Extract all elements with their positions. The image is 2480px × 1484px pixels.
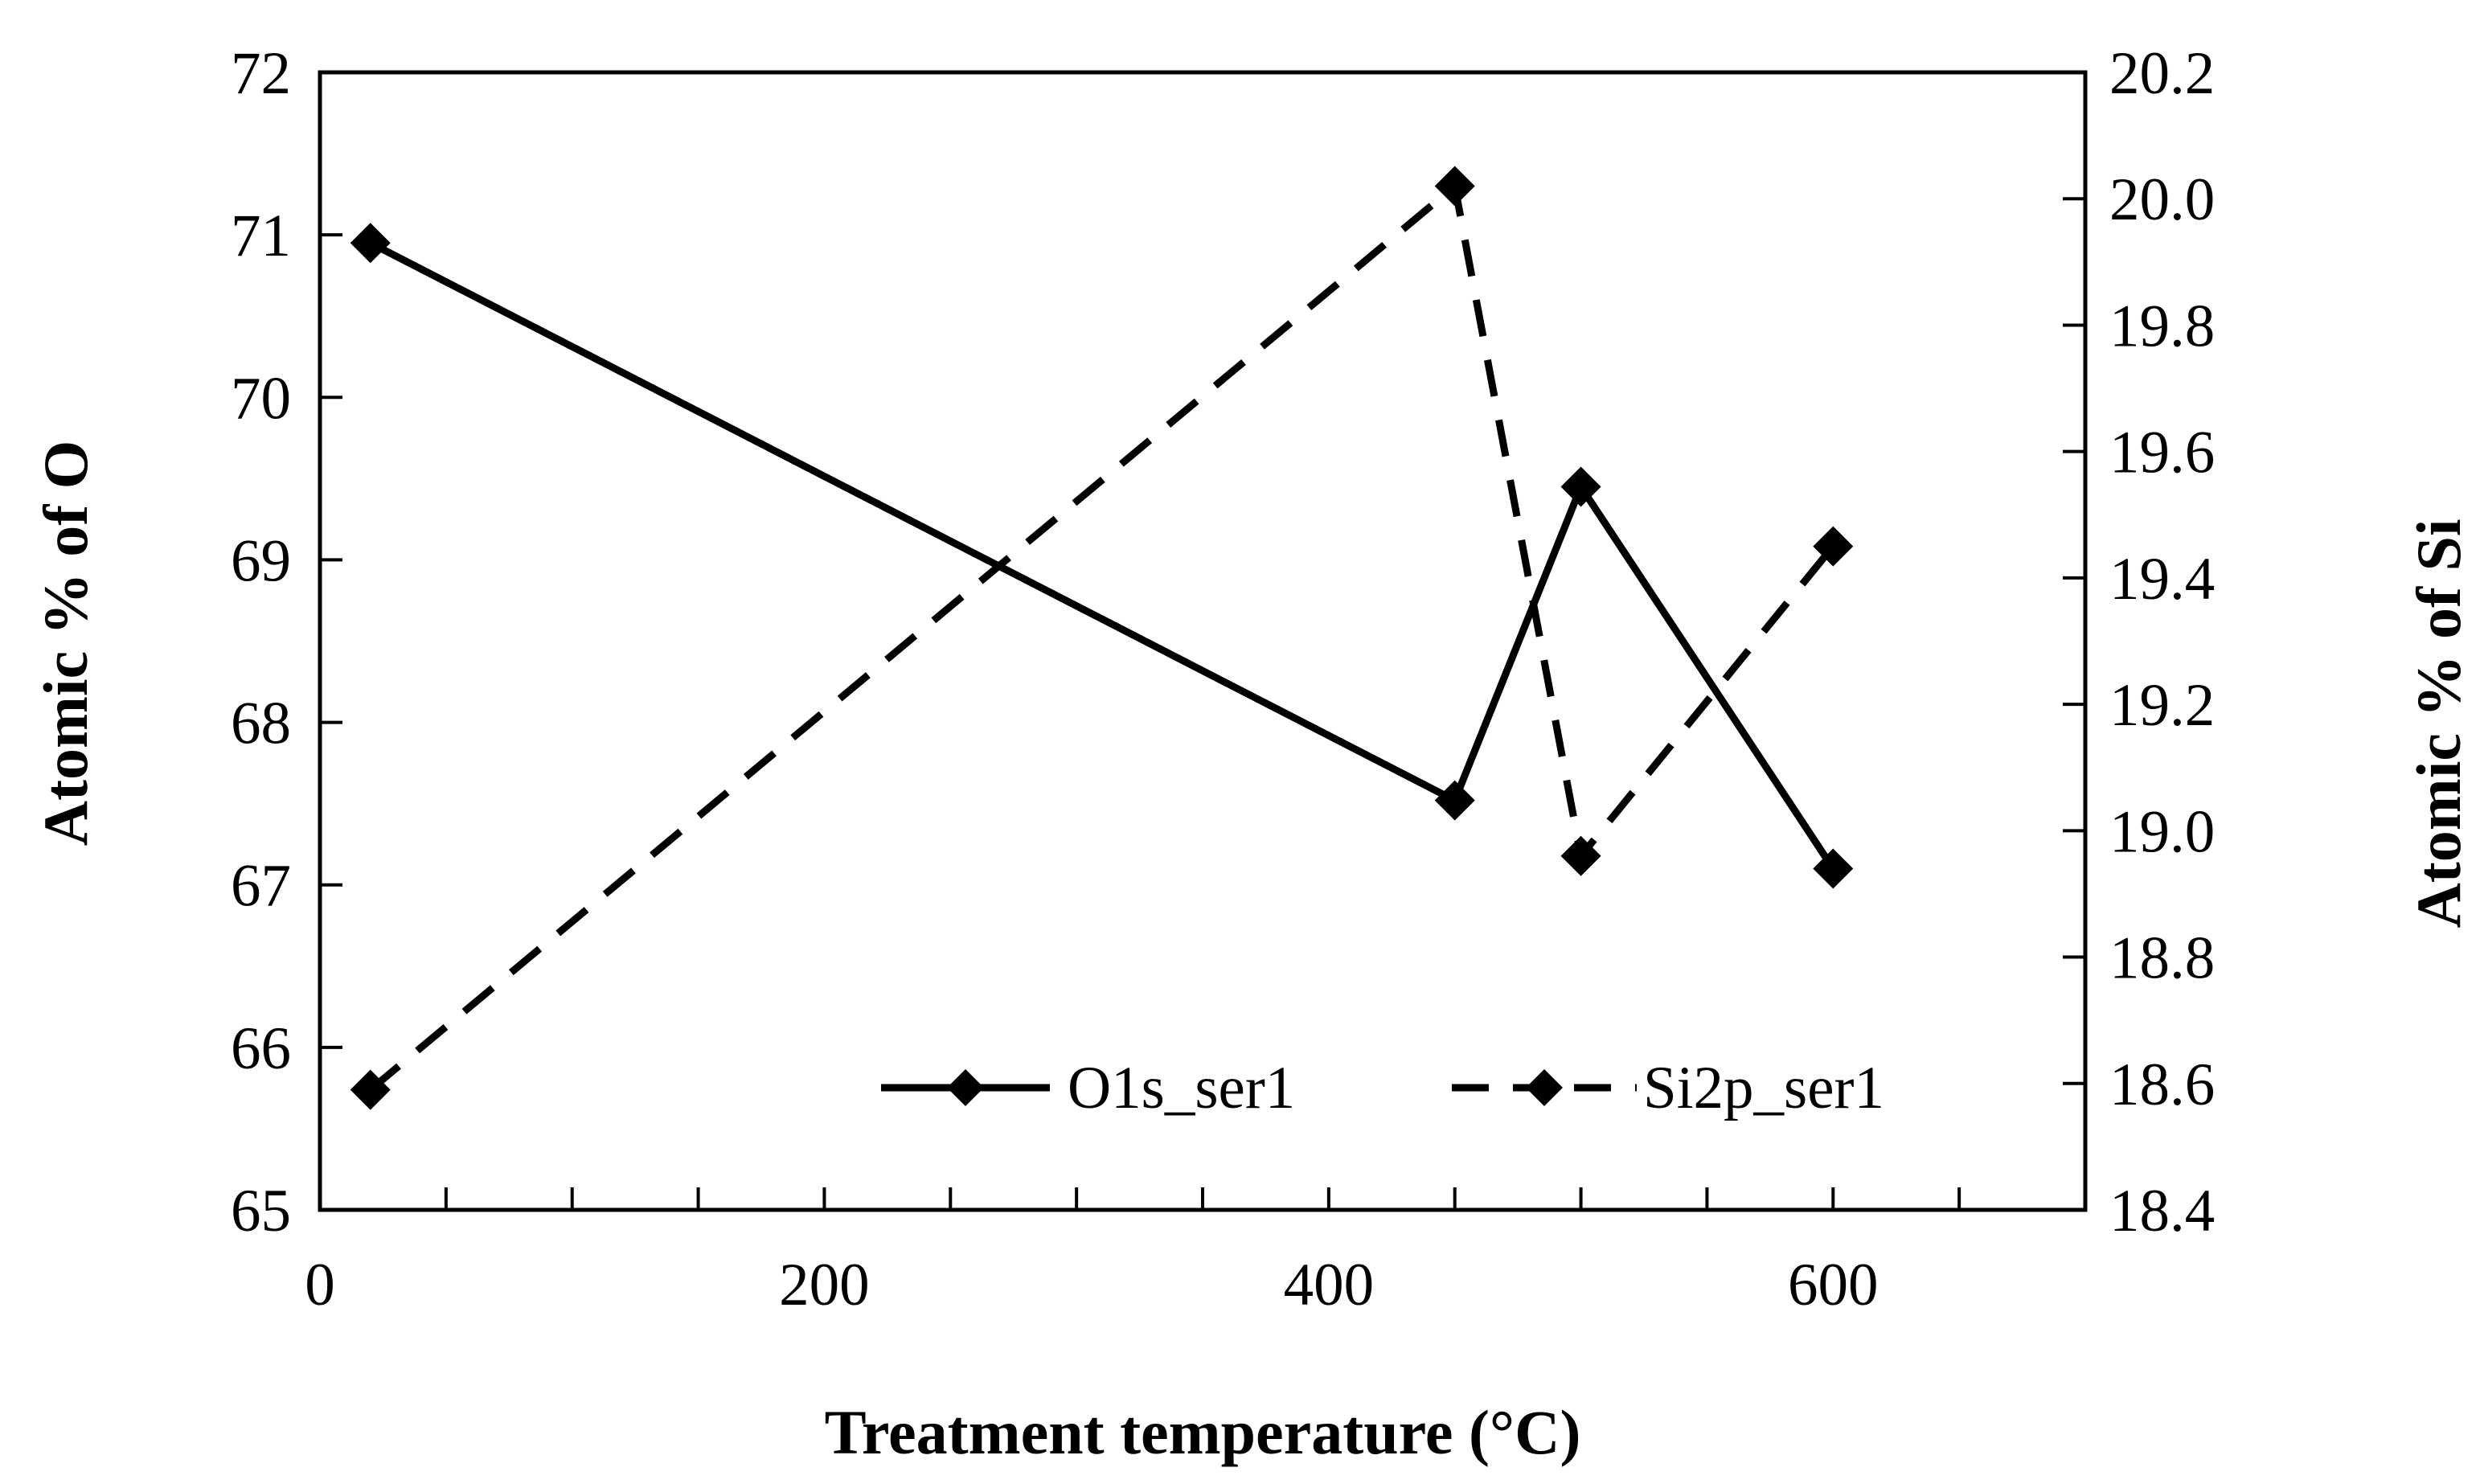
x-tick-label: 0 [305,1252,335,1318]
data-point-o1s-ser1 [350,223,391,264]
data-point-si2p-ser1 [1813,526,1854,567]
data-point-si2p-ser1 [350,1069,391,1110]
legend-item-si2p: Si2p_ser1 [1452,1055,1884,1121]
y-left-tick-label: 67 [231,853,291,920]
legend-si2p-label: Si2p_ser1 [1643,1055,1884,1121]
data-point-si2p-ser1 [1560,835,1601,876]
y-right-tick-label: 18.6 [2109,1052,2215,1118]
y-right-tick-label: 18.8 [2109,925,2215,992]
x-axis-title: Treatment temperature (°C) [825,1397,1581,1467]
legend-o1s-label: O1s_ser1 [1068,1055,1295,1121]
y-left-tick-label: 68 [231,691,291,757]
legend-o1s-marker [947,1069,984,1106]
y-left-tick-label: 72 [231,40,291,107]
y-right-tick-label: 19.6 [2109,420,2215,486]
data-point-o1s-ser1 [1813,848,1854,889]
labels-layer: 0 200 400 600 65 66 67 68 69 70 71 72 18.4 18.6 18.8 19… [231,40,2215,1318]
x-tick-label: 600 [1788,1252,1879,1318]
y-right-tick-label: 19.2 [2109,672,2215,739]
data-point-o1s-ser1 [1560,466,1601,507]
y-right-tick-label: 20.2 [2109,40,2215,107]
series-layer [350,166,1854,1110]
y-right-tick-label: 19.4 [2109,546,2215,613]
plot-area-frame [318,70,2088,1212]
y-left-tick-label: 71 [231,203,291,269]
y-left-tick-label: 69 [231,527,291,594]
y-left-tick-label: 66 [231,1015,291,1082]
y-right-tick-label: 19.0 [2109,798,2215,865]
data-point-o1s-ser1 [1434,780,1475,821]
series-line-o1s-ser1 [368,240,1837,871]
y-right-tick-label: 19.8 [2109,293,2215,359]
y-right-axis-title: Atomic % of Si [2404,519,2474,928]
data-point-si2p-ser1 [1434,166,1475,207]
y-left-tick-label: 70 [231,365,291,432]
y-left-axis-title: Atomic % of O [31,441,100,847]
x-tick-label: 200 [779,1252,870,1318]
x-tick-label: 400 [1284,1252,1375,1318]
series-line-si2p-ser1 [367,179,1836,1093]
y-right-tick-label: 20.0 [2109,166,2215,233]
legend-si2p-marker [1526,1069,1563,1106]
y-right-tick-label: 18.4 [2109,1178,2215,1244]
legend-item-o1s: O1s_ser1 [881,1055,1295,1121]
y-left-tick-label: 65 [231,1178,291,1244]
legend: O1s_ser1 Si2p_ser1 [881,1055,1884,1121]
